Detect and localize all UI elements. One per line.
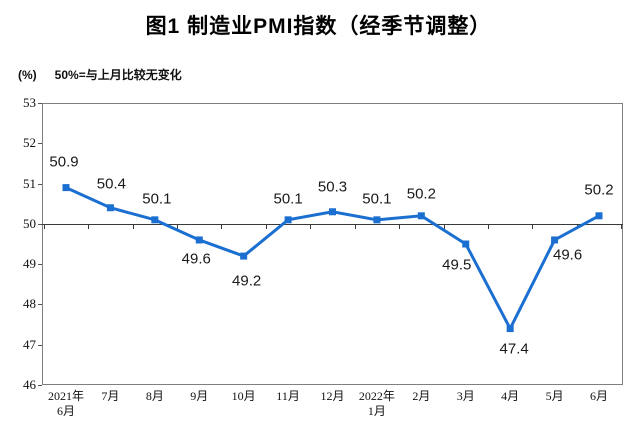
x-axis-label-line: 5月 bbox=[545, 389, 564, 403]
data-point-marker bbox=[506, 325, 514, 333]
x-axis-tick-mark bbox=[265, 224, 267, 229]
x-axis-category-label: 4月 bbox=[501, 389, 519, 404]
x-axis-label-line: 2022年 bbox=[358, 389, 395, 403]
data-point-label: 47.4 bbox=[499, 340, 529, 358]
y-axis-tick-label: 51 bbox=[23, 175, 36, 191]
x-axis-tick-mark bbox=[399, 224, 401, 229]
x-axis-label-line: 3月 bbox=[456, 389, 475, 403]
x-axis-category-label: 11月 bbox=[276, 389, 300, 404]
x-axis-category-label: 5月 bbox=[546, 389, 564, 404]
x-axis-category-label: 12月 bbox=[320, 389, 344, 404]
x-axis-tick-mark bbox=[621, 224, 623, 229]
x-axis-label-line: 2021年 bbox=[47, 389, 85, 403]
data-point-label: 49.6 bbox=[552, 246, 583, 264]
x-axis-tick-mark bbox=[88, 224, 90, 229]
x-axis-label-line: 9月 bbox=[190, 389, 209, 403]
data-point-label: 50.2 bbox=[584, 181, 614, 199]
chart-subtitle: (%) 50%=与上月比较无变化 bbox=[18, 66, 182, 83]
y-axis-tick-mark bbox=[38, 304, 42, 306]
x-axis-label-line: 8月 bbox=[145, 389, 164, 403]
data-point-marker bbox=[284, 216, 292, 224]
y-axis-tick-mark bbox=[38, 264, 42, 266]
x-axis-tick-mark bbox=[43, 224, 45, 229]
data-point-marker bbox=[595, 212, 603, 220]
x-axis-tick-mark bbox=[354, 224, 356, 229]
data-point-label: 50.1 bbox=[273, 190, 303, 208]
y-axis-unit-label: (%) bbox=[18, 68, 37, 82]
x-axis-category-label: 8月 bbox=[146, 389, 164, 404]
x-axis-category-label: 9月 bbox=[190, 389, 208, 404]
data-point-label: 50.2 bbox=[406, 185, 436, 203]
x-axis-category-label: 2022年 1月 bbox=[359, 389, 395, 419]
data-point-label: 50.1 bbox=[142, 190, 172, 208]
y-axis-tick-label: 46 bbox=[23, 377, 36, 392]
x-axis-tick-mark bbox=[221, 224, 223, 229]
x-axis-tick-mark bbox=[310, 224, 312, 229]
y-axis-tick-mark bbox=[38, 223, 42, 225]
x-axis-category-label: 3月 bbox=[457, 389, 475, 404]
x-axis-tick-mark bbox=[532, 224, 534, 229]
data-point-marker bbox=[195, 236, 203, 244]
y-axis-tick-mark bbox=[38, 143, 42, 145]
data-point-marker bbox=[373, 216, 381, 224]
data-point-marker bbox=[417, 212, 425, 220]
y-axis-tick-mark bbox=[38, 344, 42, 346]
data-point-marker bbox=[329, 208, 336, 216]
data-point-label: 50.1 bbox=[362, 190, 392, 208]
data-point-label: 49.5 bbox=[442, 256, 472, 274]
x-axis-label-line: 6月 bbox=[589, 389, 609, 403]
chart-title: 图1 制造业PMI指数（经季节调整） bbox=[145, 15, 492, 38]
y-axis-tick-label: 53 bbox=[23, 95, 36, 110]
plot-border bbox=[42, 103, 623, 385]
data-point-label: 49.2 bbox=[232, 272, 262, 290]
x-axis-label-line: 11月 bbox=[276, 389, 300, 403]
y-axis-tick-mark bbox=[38, 103, 42, 104]
data-point-marker bbox=[551, 236, 559, 244]
reference-line-50 bbox=[42, 223, 623, 225]
x-axis-tick-mark bbox=[487, 224, 489, 229]
x-axis-label-line: 7月 bbox=[101, 389, 120, 403]
y-axis-tick-label: 49 bbox=[23, 256, 36, 272]
y-axis-tick-label: 47 bbox=[23, 336, 36, 352]
data-point-marker bbox=[62, 184, 70, 192]
x-axis-category-label: 6月 bbox=[590, 389, 608, 404]
x-axis-tick-mark bbox=[132, 224, 134, 229]
x-axis-category-label: 2021年 6月 bbox=[48, 389, 84, 419]
x-axis-category-label: 10月 bbox=[232, 389, 256, 404]
x-axis-label-line: 2月 bbox=[412, 389, 431, 403]
data-point-label: 50.9 bbox=[49, 153, 79, 171]
y-axis-tick-label: 52 bbox=[23, 135, 36, 151]
data-point-marker bbox=[462, 240, 470, 248]
x-axis-label-line: 10月 bbox=[231, 389, 256, 403]
data-point-marker bbox=[106, 204, 114, 212]
x-axis-label-line: 1月 bbox=[367, 404, 386, 418]
x-axis-category-label: 7月 bbox=[101, 389, 119, 404]
data-point-marker bbox=[151, 216, 159, 224]
x-axis-label-line: 4月 bbox=[501, 389, 520, 403]
reference-note: 50%=与上月比较无变化 bbox=[54, 68, 182, 82]
data-point-marker bbox=[240, 252, 248, 260]
x-axis-tick-mark bbox=[443, 224, 445, 229]
x-axis-tick-mark bbox=[177, 224, 179, 229]
y-axis-tick-mark bbox=[38, 385, 42, 386]
data-point-label: 50.3 bbox=[317, 178, 348, 196]
data-point-label: 49.6 bbox=[181, 250, 211, 268]
y-axis-tick-label: 48 bbox=[23, 296, 36, 312]
x-axis-label-line: 6月 bbox=[56, 404, 76, 418]
y-axis-tick-mark bbox=[38, 183, 42, 185]
x-axis-label-line: 12月 bbox=[320, 389, 345, 403]
x-axis-category-label: 2月 bbox=[412, 389, 430, 404]
data-point-label: 50.4 bbox=[96, 175, 127, 193]
pmi-series bbox=[62, 184, 603, 333]
y-axis-tick-label: 50 bbox=[23, 215, 36, 231]
